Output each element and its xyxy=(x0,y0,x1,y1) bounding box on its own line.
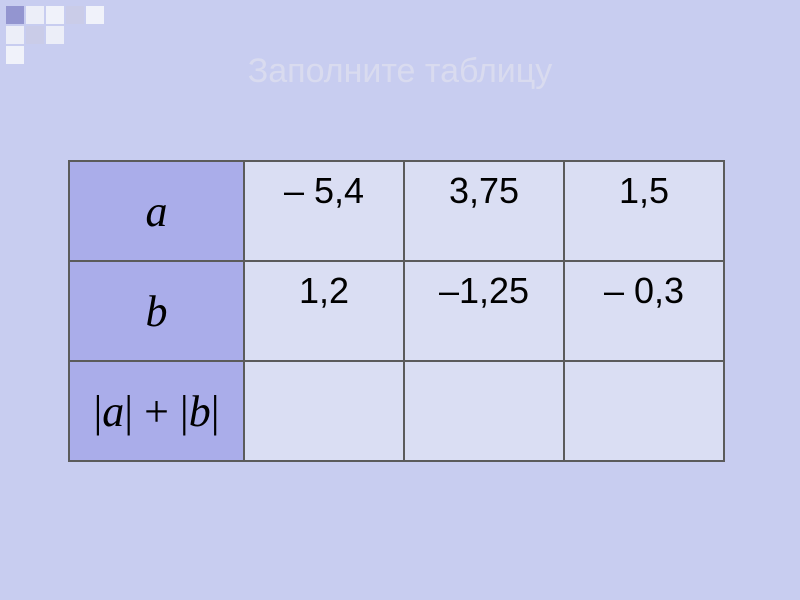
deco-square xyxy=(86,6,104,24)
deco-square xyxy=(6,6,24,24)
deco-square xyxy=(26,26,44,44)
table-cell: 3,75 xyxy=(404,161,564,261)
deco-square xyxy=(6,26,24,44)
table-cell: – 0,3 xyxy=(564,261,724,361)
row-header: a xyxy=(69,161,244,261)
slide-title: Заполните таблицу xyxy=(0,52,800,91)
table-row: |a| + |b| xyxy=(69,361,724,461)
deco-square xyxy=(26,6,44,24)
deco-square xyxy=(66,6,84,24)
deco-square xyxy=(46,26,64,44)
table-cell: – 5,4 xyxy=(244,161,404,261)
table-row: b1,2–1,25– 0,3 xyxy=(69,261,724,361)
row-header: b xyxy=(69,261,244,361)
table-cell xyxy=(564,361,724,461)
table-cell: –1,25 xyxy=(404,261,564,361)
table-cell: 1,2 xyxy=(244,261,404,361)
slide: Заполните таблицу a– 5,43,751,5b1,2–1,25… xyxy=(0,0,800,600)
table-row: a– 5,43,751,5 xyxy=(69,161,724,261)
data-table: a– 5,43,751,5b1,2–1,25– 0,3|a| + |b| xyxy=(68,160,725,462)
table-cell: 1,5 xyxy=(564,161,724,261)
row-header: |a| + |b| xyxy=(69,361,244,461)
table-cell xyxy=(404,361,564,461)
deco-square xyxy=(46,6,64,24)
table-cell xyxy=(244,361,404,461)
